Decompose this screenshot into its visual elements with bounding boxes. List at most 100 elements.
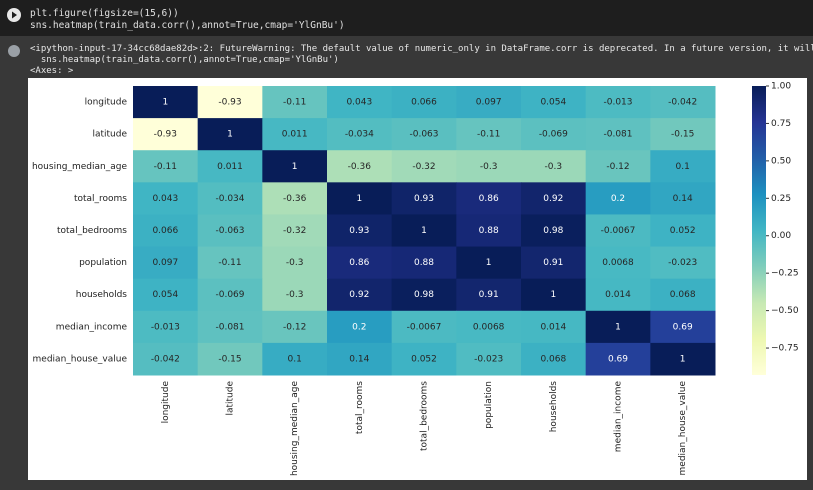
heatmap-cell [391, 118, 457, 151]
column-label: total_bedrooms [420, 381, 430, 451]
heatmap-cell [391, 182, 457, 215]
heatmap-cell [521, 214, 587, 248]
column-label: households [549, 381, 559, 433]
heatmap-cell [197, 246, 263, 280]
heatmap-cell [585, 150, 651, 183]
heatmap-cell [521, 86, 587, 119]
cell-annotation: -0.3 [545, 162, 563, 172]
heatmap-cell [391, 342, 457, 376]
cell-annotation: 0.052 [411, 354, 437, 364]
row-label: population [79, 258, 127, 268]
cell-annotation: -0.11 [218, 258, 241, 268]
cell-annotation: -0.013 [151, 322, 180, 332]
heatmap-cell [650, 246, 716, 280]
row-label: latitude [92, 130, 127, 140]
row-label: median_income [56, 322, 128, 332]
chart: longitude 1 -0.93 -0.11 0.043 0.066 0.097 0.054… [32, 82, 799, 477]
cell-annotation: -0.12 [283, 322, 306, 332]
heatmap-cell [133, 86, 199, 119]
cell-annotation: -0.11 [283, 98, 306, 108]
cell-annotation: 1 [550, 290, 556, 300]
heatmap-cell [327, 342, 393, 376]
cell-annotation: 0.043 [346, 98, 372, 108]
heatmap-cell [650, 118, 716, 151]
cell-annotation: 0.011 [282, 130, 308, 140]
row-label: housing_median_age [32, 162, 127, 172]
row-label: median_house_value [33, 354, 128, 364]
heatmap-cell [197, 310, 263, 344]
cell-annotation: 1 [615, 322, 621, 332]
cell-annotation: -0.069 [215, 290, 244, 300]
heatmap-cell [585, 214, 651, 248]
cell-annotation: 0.86 [479, 194, 499, 204]
cell-annotation: 0.1 [288, 354, 302, 364]
cell-annotation: 0.88 [479, 226, 499, 236]
cell-annotation: 0.054 [540, 98, 566, 108]
cell-annotation: 1 [292, 162, 298, 172]
cell-annotation: 0.1 [676, 162, 690, 172]
cell-annotation: 0.2 [352, 322, 366, 332]
cell-annotation: -0.042 [151, 354, 180, 364]
colorbar-tick-label: 0.00 [771, 231, 791, 241]
column-label: total_rooms [355, 381, 365, 434]
column-label: housing_median_age [290, 381, 300, 476]
heatmap-cell [650, 86, 716, 119]
figure: longitude 1 -0.93 -0.11 0.043 0.066 0.097 0.054… [28, 78, 807, 480]
cell-annotation: 1 [486, 258, 492, 268]
cell-annotation: -0.081 [215, 322, 244, 332]
cell-annotation: 0.91 [543, 258, 563, 268]
cell-annotation: -0.12 [606, 162, 629, 172]
heatmap-cell [456, 214, 522, 248]
heatmap-cell [391, 246, 457, 280]
colorbar-tick-label: 0.25 [771, 194, 791, 204]
heatmap-cell [521, 342, 587, 376]
colorbar-tick-label: −0.50 [771, 306, 799, 316]
heatmap-cell [327, 182, 393, 215]
row-label: longitude [85, 98, 128, 108]
cell-annotation: 0.014 [540, 322, 566, 332]
heatmap-cell [327, 278, 393, 312]
cell-annotation: -0.11 [154, 162, 177, 172]
cell-annotation: 0.054 [152, 290, 178, 300]
heatmap-cell [456, 118, 522, 151]
heatmap-cell [456, 342, 522, 376]
heatmap-cell [262, 246, 328, 280]
column-label: median_house_value [678, 381, 688, 476]
cell-annotation: 1 [356, 194, 362, 204]
cell-annotation: -0.0067 [407, 322, 442, 332]
heatmap-cell [197, 118, 263, 151]
column-label: population [484, 381, 494, 429]
cell-annotation: -0.93 [218, 98, 241, 108]
cell-annotation: 1 [680, 354, 686, 364]
heatmap-cell [456, 86, 522, 119]
cell-annotation: 0.0068 [602, 258, 634, 268]
heatmap-cell [650, 150, 716, 183]
heatmap-cell [585, 86, 651, 119]
heatmap-cell [650, 310, 716, 344]
cell-annotation: -0.36 [283, 194, 307, 204]
heatmap-cell [650, 278, 716, 312]
cell-annotation: -0.11 [477, 130, 500, 140]
heatmap-cell [650, 214, 716, 248]
cell-annotation: 1 [162, 98, 168, 108]
heatmap-cell [521, 150, 587, 183]
heatmap-cell [585, 118, 651, 151]
heatmap-cell [585, 342, 651, 376]
cell-annotation: 0.097 [476, 98, 502, 108]
heatmap-cell [650, 182, 716, 215]
output-icon[interactable] [6, 43, 22, 59]
heatmap-cell [133, 182, 199, 215]
cell-annotation: 0.88 [414, 258, 434, 268]
heatmap-cell [262, 118, 328, 151]
heatmap-cell [456, 278, 522, 312]
cell-annotation: -0.32 [283, 226, 306, 236]
heatmap-cell [650, 342, 716, 376]
heatmap-cell [262, 278, 328, 312]
run-button[interactable] [2, 4, 26, 28]
cell-annotation: 0.14 [673, 194, 693, 204]
cell-annotation: -0.042 [668, 98, 697, 108]
cell-annotation: -0.0067 [601, 226, 636, 236]
cell-annotation: 0.91 [479, 290, 499, 300]
cell-annotation: 0.92 [349, 290, 369, 300]
